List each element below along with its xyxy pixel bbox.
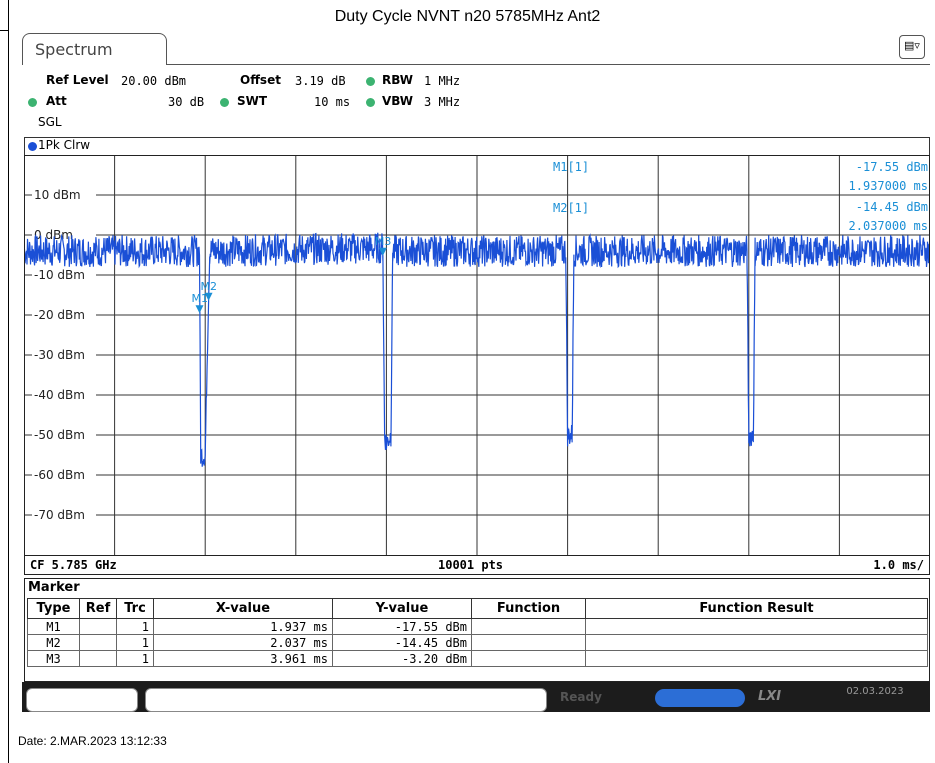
table-row: M3 1 3.961 ms -3.20 dBm <box>28 651 928 667</box>
ready-indicator: Ready <box>560 690 602 704</box>
m2-readout-level: -14.45 dBm <box>810 200 928 214</box>
rbw-value: 1 MHz <box>424 74 460 88</box>
row-result <box>586 619 928 635</box>
marker-table: Type Ref Trc X-value Y-value Function Fu… <box>27 598 928 667</box>
vbw-label: VBW <box>382 94 413 108</box>
table-row: M1 1 1.937 ms -17.55 dBm <box>28 619 928 635</box>
trace-label-bar <box>24 137 930 156</box>
status-field-message[interactable] <box>145 688 547 712</box>
ref-level-value: 20.00 dBm <box>121 74 186 88</box>
plot-frame <box>24 155 930 575</box>
row-type: M2 <box>28 635 80 651</box>
trace-label: 1Pk Clrw <box>38 138 90 152</box>
display-config-icon[interactable]: ▤▿ <box>899 35 925 59</box>
att-status-dot <box>28 98 37 107</box>
tab-underline <box>166 64 930 65</box>
col-x-value: X-value <box>154 599 333 619</box>
capture-date: Date: 2.MAR.2023 13:12:33 <box>18 734 167 748</box>
col-type: Type <box>28 599 80 619</box>
ref-level-label: Ref Level <box>46 73 109 87</box>
lxi-logo: LXI <box>758 689 781 704</box>
row-type: M1 <box>28 619 80 635</box>
col-ref: Ref <box>80 599 117 619</box>
left-margin-rule <box>8 0 9 763</box>
col-y-value: Y-value <box>333 599 472 619</box>
row-ref <box>80 619 117 635</box>
swt-value: 10 ms <box>314 95 350 109</box>
corner-tick <box>0 30 8 31</box>
att-value: 30 dB <box>168 95 204 109</box>
row-result <box>586 635 928 651</box>
rbw-label: RBW <box>382 73 413 87</box>
row-y: -17.55 dBm <box>333 619 472 635</box>
status-date: 02.03.2023 <box>825 686 925 697</box>
att-label: Att <box>46 94 67 108</box>
row-x: 1.937 ms <box>154 619 333 635</box>
col-function-result: Function Result <box>586 599 928 619</box>
sweep-points: 10001 pts <box>438 558 503 572</box>
row-result <box>586 651 928 667</box>
m1-readout-level: -17.55 dBm <box>810 160 928 174</box>
report-title: Duty Cycle NVNT n20 5785MHz Ant2 <box>0 8 935 26</box>
rbw-status-dot <box>366 77 375 86</box>
sweep-mode: SGL <box>38 115 62 129</box>
m2-readout-label: M2[1] <box>553 201 589 215</box>
vbw-value: 3 MHz <box>424 95 460 109</box>
swt-status-dot <box>220 98 229 107</box>
offset-value: 3.19 dB <box>295 74 346 88</box>
marker-table-title: Marker <box>28 580 80 595</box>
table-row: M2 1 2.037 ms -14.45 dBm <box>28 635 928 651</box>
m1-readout-time: 1.937000 ms <box>810 179 928 193</box>
col-trc: Trc <box>117 599 154 619</box>
row-type: M3 <box>28 651 80 667</box>
row-trc: 1 <box>117 651 154 667</box>
row-ref <box>80 651 117 667</box>
row-y: -14.45 dBm <box>333 635 472 651</box>
row-func <box>472 635 586 651</box>
marker-table-header: Type Ref Trc X-value Y-value Function Fu… <box>28 599 928 619</box>
center-frequency: CF 5.785 GHz <box>30 558 117 572</box>
time-per-division: 1.0 ms/ <box>820 558 924 572</box>
row-ref <box>80 635 117 651</box>
row-trc: 1 <box>117 619 154 635</box>
col-function: Function <box>472 599 586 619</box>
row-trc: 1 <box>117 635 154 651</box>
row-x: 2.037 ms <box>154 635 333 651</box>
offset-label: Offset <box>240 73 281 87</box>
vbw-status-dot <box>366 98 375 107</box>
status-field-left[interactable] <box>26 688 138 712</box>
m2-readout-time: 2.037000 ms <box>810 219 928 233</box>
row-x: 3.961 ms <box>154 651 333 667</box>
swt-label: SWT <box>237 94 267 108</box>
row-func <box>472 651 586 667</box>
progress-bar <box>655 689 745 707</box>
m1-readout-label: M1[1] <box>553 160 589 174</box>
row-func <box>472 619 586 635</box>
trace-indicator-dot <box>28 142 37 151</box>
tab-spectrum[interactable]: Spectrum <box>22 33 167 65</box>
row-y: -3.20 dBm <box>333 651 472 667</box>
